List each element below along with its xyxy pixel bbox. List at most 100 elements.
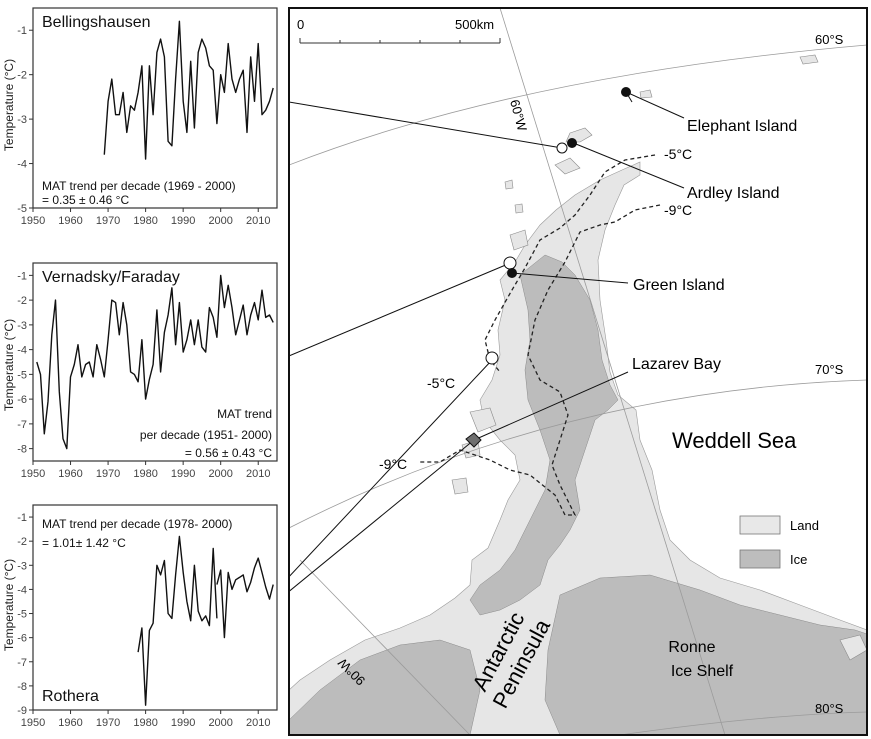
- y-tick-label: -3: [17, 320, 27, 332]
- y-tick-label: -6: [17, 394, 27, 406]
- ardley-open-marker: [556, 142, 568, 154]
- x-tick-label: 1950: [21, 215, 45, 227]
- y-tick-label: -2: [17, 295, 27, 307]
- weddell-sea-label: Weddell Sea: [672, 428, 797, 453]
- lon-60w: 60°W: [507, 98, 530, 133]
- x-tick-label: 1950: [21, 717, 45, 729]
- y-tick-label: -6: [17, 633, 27, 645]
- isotherm-label-minus9-south: -9°C: [379, 456, 407, 472]
- x-tick-label: 1970: [96, 717, 120, 729]
- scale-zero: 0: [297, 17, 304, 32]
- chart-frame: [32, 7, 278, 209]
- isotherms: [418, 154, 661, 516]
- isotherm-label-minus5-south: -5°C: [427, 375, 455, 391]
- isotherm-minus5: [484, 154, 656, 373]
- trend-text-line: MAT trend: [217, 407, 272, 421]
- y-tick-label: -1: [17, 25, 27, 37]
- y-axis-label: Temperature (°C): [2, 559, 16, 651]
- ardley-island-label: Ardley Island: [687, 185, 780, 202]
- ronne-ice-shelf: [544, 574, 867, 735]
- map-panel: 0 500km 60°S 70°S 80°S 60°W 90°W Elephan…: [288, 7, 868, 736]
- x-tick-label: 1990: [171, 468, 195, 480]
- legend-ice-label: Ice: [790, 552, 807, 567]
- scale-end: 500km: [455, 17, 494, 32]
- isotherm-minus9: [418, 204, 661, 516]
- rothera-open-marker: [485, 351, 499, 365]
- lazarev-bay-label: Lazarev Bay: [632, 356, 721, 373]
- site-markers: [465, 87, 631, 448]
- green-island-marker: [507, 268, 517, 278]
- y-tick-label: -8: [17, 444, 27, 456]
- y-tick-label: -9: [17, 705, 27, 717]
- y-tick-label: -7: [17, 419, 27, 431]
- trend-text-line: = 0.35 ± 0.46 °C: [42, 193, 129, 207]
- x-tick-label: 1960: [58, 468, 82, 480]
- x-tick-label: 1980: [133, 215, 157, 227]
- series-line-1: [137, 535, 218, 706]
- isotherm-label-minus5-north: -5°C: [664, 146, 692, 162]
- green-open-marker: [503, 256, 517, 270]
- islands: [451, 54, 867, 661]
- y-tick-label: -4: [17, 159, 27, 171]
- elephant-island-marker: [621, 87, 631, 97]
- map-legend: [739, 515, 781, 569]
- trend-text-line: per decade (1951- 2000): [140, 428, 272, 442]
- y-tick-label: -8: [17, 681, 27, 693]
- y-tick-label: -4: [17, 584, 27, 596]
- x-tick-label: 1960: [58, 717, 82, 729]
- chart-frame: [32, 262, 278, 462]
- x-tick-label: 1960: [58, 215, 82, 227]
- legend-land-swatch: [739, 515, 781, 535]
- x-tick-label: 1990: [171, 717, 195, 729]
- y-tick-label: -4: [17, 345, 27, 357]
- elephant-island-label: Elephant Island: [687, 118, 797, 135]
- y-tick-label: -7: [17, 657, 27, 669]
- trend-text-line: MAT trend per decade (1969 - 2000): [42, 179, 236, 193]
- ronne-label-line2: Ice Shelf: [671, 663, 734, 680]
- station-title: Bellingshausen: [42, 14, 151, 31]
- y-tick-label: -5: [17, 203, 27, 215]
- trend-text-line: MAT trend per decade (1978- 2000): [42, 517, 232, 531]
- y-tick-label: -1: [17, 512, 27, 524]
- series-line-1: [103, 20, 274, 160]
- y-axis-label: Temperature (°C): [2, 59, 16, 151]
- x-tick-label: 2010: [246, 468, 270, 480]
- y-tick-label: -1: [17, 270, 27, 282]
- graticule: [289, 8, 867, 735]
- station-title: Rothera: [42, 688, 99, 705]
- x-tick-label: 1970: [96, 468, 120, 480]
- y-tick-label: -5: [17, 369, 27, 381]
- lat-70s: 70°S: [815, 362, 844, 377]
- ardley-island-marker: [567, 138, 577, 148]
- map-border: [288, 7, 868, 736]
- connectors: [289, 91, 685, 593]
- lat-80s: 80°S: [815, 701, 844, 716]
- ronne-label-line1: Ronne: [668, 639, 715, 656]
- series-line-2: [216, 557, 274, 639]
- x-tick-label: 2000: [208, 215, 232, 227]
- lazarev-bay-marker: [465, 432, 482, 448]
- x-tick-label: 1980: [133, 468, 157, 480]
- y-tick-label: -2: [17, 536, 27, 548]
- y-tick-label: -2: [17, 70, 27, 82]
- x-tick-label: 1980: [133, 717, 157, 729]
- scale-bar: [299, 38, 501, 44]
- west-ice: [289, 639, 481, 735]
- y-tick-label: -5: [17, 609, 27, 621]
- x-tick-label: 1950: [21, 468, 45, 480]
- isotherm-label-minus9-north: -9°C: [664, 202, 692, 218]
- legend-land-label: Land: [790, 518, 819, 533]
- trend-text-line: = 0.56 ± 0.43 °C: [185, 446, 272, 460]
- x-tick-label: 1970: [96, 215, 120, 227]
- y-tick-label: -3: [17, 114, 27, 126]
- trend-text-line: = 1.01± 1.42 °C: [42, 536, 126, 550]
- y-axis-label: Temperature (°C): [2, 319, 16, 411]
- x-tick-label: 2010: [246, 215, 270, 227]
- station-title: Vernadsky/Faraday: [42, 269, 180, 286]
- chart-frame: [32, 504, 278, 711]
- x-tick-label: 1990: [171, 215, 195, 227]
- chart-panel-2: -1 -2 -3 -4 -5 -6 -7 -8 1950 1960 1970 1980 1990 2000…: [2, 262, 278, 480]
